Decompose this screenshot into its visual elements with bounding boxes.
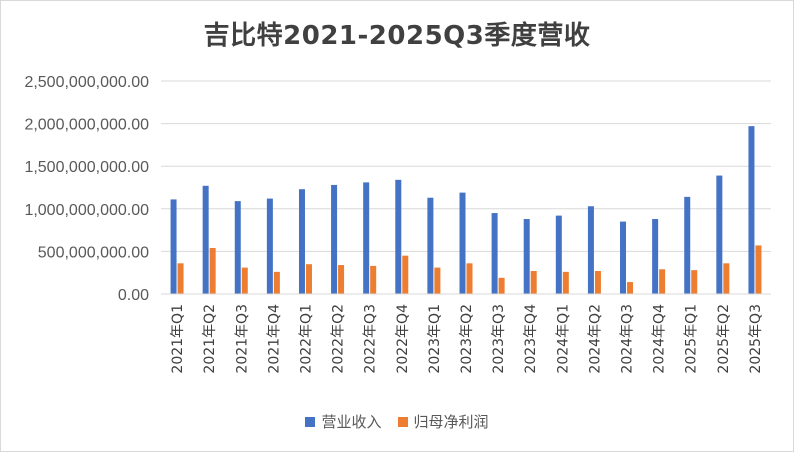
x-tick-label: 2024年Q2	[587, 304, 603, 374]
y-tick-label: 2,500,000,000.00	[24, 74, 149, 91]
y-tick-label: 1,500,000,000.00	[24, 159, 149, 176]
x-tick-label: 2022年Q2	[331, 304, 347, 374]
x-tick-label: 2025年Q3	[748, 304, 764, 374]
bar-net-profit	[241, 267, 248, 294]
bar-net-profit	[659, 269, 666, 294]
x-tick-label: 2022年Q3	[363, 304, 379, 374]
bar-revenue	[587, 206, 594, 294]
x-tick-label: 2023年Q2	[459, 304, 475, 374]
y-tick-label: 0.00	[118, 287, 149, 304]
x-tick-label: 2022年Q4	[395, 304, 411, 374]
x-tick-label: 2023年Q4	[523, 304, 539, 374]
x-tick-label: 2023年Q1	[427, 304, 443, 374]
y-axis-ticks: 0.00 500,000,000.00 1,000,000,000.00 1,500,…	[24, 74, 149, 304]
legend-label: 归母净利润	[413, 413, 489, 431]
x-tick-label: 2024年Q1	[555, 304, 571, 374]
legend-swatch	[397, 416, 408, 427]
bar-net-profit	[594, 270, 601, 294]
y-tick-label: 2,000,000,000.00	[24, 117, 149, 134]
bar-revenue	[395, 179, 402, 294]
bar-revenue	[298, 189, 305, 294]
bar-revenue	[620, 221, 627, 294]
bar-revenue	[331, 184, 338, 294]
bar-revenue	[748, 126, 755, 294]
bar-net-profit	[755, 245, 762, 294]
bar-net-profit	[723, 263, 730, 294]
x-tick-label: 2025年Q2	[716, 304, 732, 374]
y-tick-label: 1,000,000,000.00	[24, 202, 149, 219]
bar-net-profit	[273, 271, 280, 294]
bar-revenue	[652, 219, 659, 294]
legend-item-revenue: 营业收入	[305, 411, 382, 432]
bar-revenue	[202, 185, 209, 294]
bar-net-profit	[627, 282, 634, 294]
bar-net-profit	[402, 255, 409, 294]
bar-revenue	[684, 196, 691, 294]
bar-net-profit	[530, 270, 537, 294]
bar-net-profit	[691, 270, 698, 294]
x-tick-label: 2022年Q1	[298, 304, 314, 374]
legend-label: 营业收入	[321, 413, 382, 431]
bar-revenue	[716, 175, 723, 294]
x-axis-ticks: 2021年Q1 2021年Q2 2021年Q3 2021年Q4 2022年Q1 2022年…	[170, 304, 764, 374]
bar-net-profit	[434, 267, 441, 294]
x-tick-label: 2021年Q1	[170, 304, 186, 374]
bar-net-profit	[498, 277, 505, 294]
bar-net-profit	[370, 265, 377, 294]
bar-revenue	[427, 197, 434, 294]
bar-revenue	[491, 213, 498, 294]
legend-swatch	[305, 416, 316, 427]
x-tick-label: 2024年Q3	[620, 304, 636, 374]
x-tick-label: 2024年Q4	[652, 304, 668, 374]
x-tick-label: 2021年Q2	[202, 304, 218, 374]
y-tick-label: 500,000,000.00	[38, 244, 149, 261]
bar-net-profit	[177, 263, 184, 294]
chart-title: 吉比特2021-2025Q3季度营收	[203, 21, 591, 51]
bar-revenue	[459, 192, 466, 294]
bar-revenue	[555, 215, 562, 294]
bars	[170, 126, 762, 294]
bar-revenue	[523, 219, 530, 294]
x-tick-label: 2021年Q3	[234, 304, 250, 374]
legend: 营业收入 归母净利润	[1, 411, 793, 432]
bar-revenue	[363, 182, 370, 294]
bar-net-profit	[305, 264, 312, 294]
legend-item-net-profit: 归母净利润	[397, 411, 489, 432]
bar-net-profit	[209, 247, 216, 294]
bar-revenue	[170, 199, 177, 294]
bar-net-profit	[562, 271, 569, 294]
gridlines	[161, 80, 771, 252]
bar-revenue	[266, 198, 273, 294]
x-tick-label: 2023年Q3	[491, 304, 507, 374]
bar-net-profit	[466, 263, 473, 294]
bar-revenue	[234, 201, 241, 294]
x-tick-label: 2025年Q1	[684, 304, 700, 374]
bar-net-profit	[338, 265, 345, 294]
x-tick-label: 2021年Q4	[266, 304, 282, 374]
